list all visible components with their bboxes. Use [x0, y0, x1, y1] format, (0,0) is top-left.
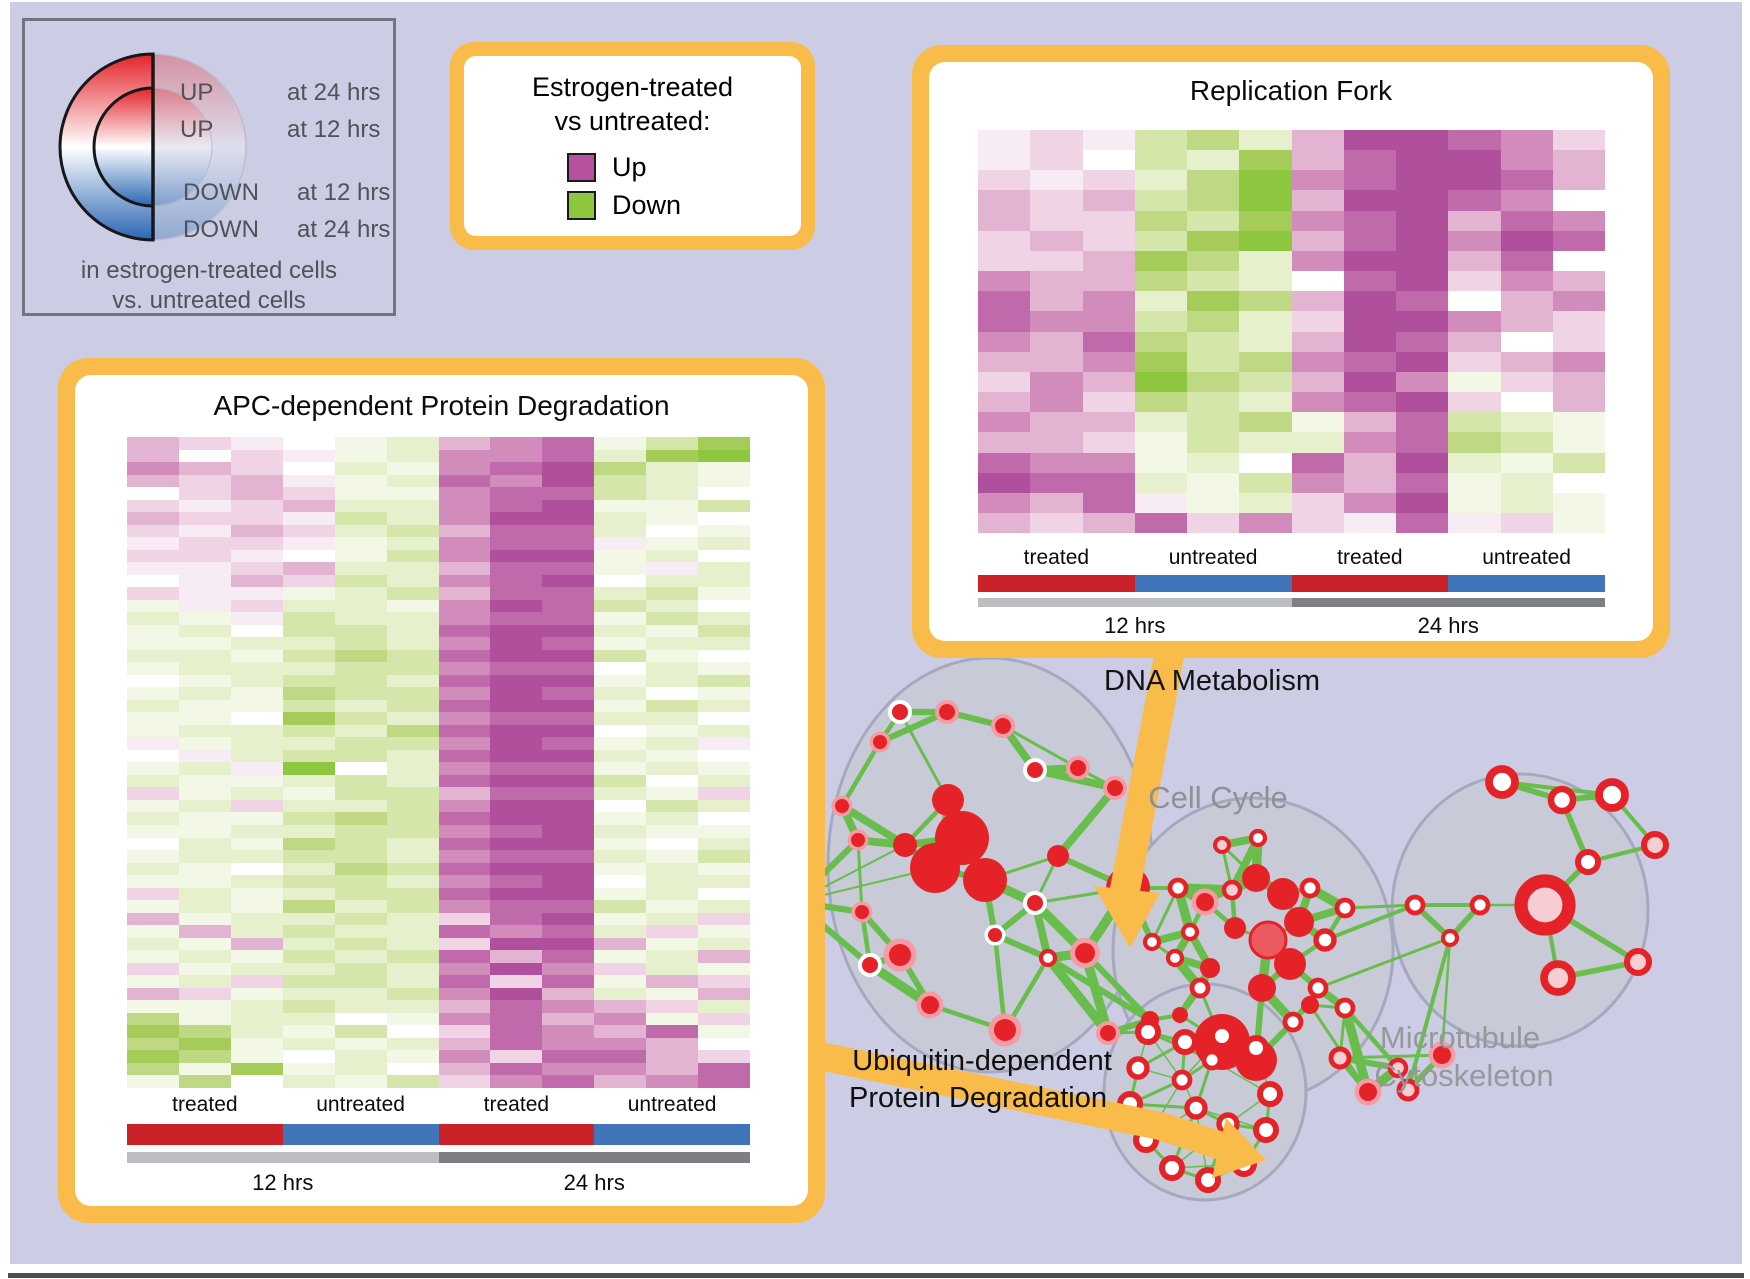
- apc-panel-title: APC-dependent Protein Degradation: [213, 390, 670, 421]
- apc-group-treated-12: treated: [172, 1093, 238, 1116]
- estrogen-color-legend: Estrogen-treated vs untreated: Up Down: [450, 42, 815, 250]
- figure-bottom-rule: [8, 1273, 1744, 1278]
- apc-time-24hrs: 24 hrs: [563, 1170, 625, 1195]
- up-swatch-label: Up: [612, 152, 647, 182]
- cluster-label-microtubule: Microtubule: [1379, 1020, 1541, 1056]
- rf-time-12hrs: 12 hrs: [1104, 613, 1166, 638]
- cluster-label-cell-cycle: Cell Cycle: [1148, 780, 1288, 816]
- up-12-time: at 12 hrs: [287, 116, 381, 143]
- up-12-label: UP: [180, 116, 214, 143]
- down-color-swatch: [567, 191, 596, 220]
- rf-group-treated-12: treated: [1023, 546, 1090, 569]
- up-24-label: UP: [180, 79, 214, 106]
- down-swatch-label: Down: [612, 190, 682, 220]
- apc-time-bar: [127, 1152, 750, 1163]
- estrogen-legend-title-line1: Estrogen-treated: [531, 72, 734, 102]
- down-12-time: at 12 hrs: [297, 179, 391, 206]
- cluster-label-ubiquitin-line1: Ubiquitin-dependent: [852, 1044, 1112, 1077]
- apc-heatmap-panel: APC-dependent Protein Degradation treate…: [58, 358, 825, 1223]
- apc-group-treated-24: treated: [483, 1093, 550, 1116]
- apc-group-untreated-24: untreated: [627, 1093, 717, 1116]
- replication-group-labels: treated untreated treated untreated: [978, 546, 1605, 570]
- replication-condition-bar: [978, 575, 1605, 592]
- apc-time-labels: 12 hrs 24 hrs: [127, 1170, 750, 1196]
- cluster-label-cytoskeleton: Cytoskeleton: [1374, 1058, 1554, 1094]
- replication-panel-title: Replication Fork: [1189, 75, 1393, 106]
- cluster-label-ubiquitin-line2: Protein Degradation: [849, 1081, 1107, 1114]
- down-24-time: at 24 hrs: [297, 216, 391, 243]
- apc-group-labels: treated untreated treated untreated: [127, 1093, 750, 1117]
- replication-heatmap: [978, 130, 1605, 534]
- down-12-label: DOWN: [183, 179, 259, 206]
- ring-color-legend: UP at 24 hrs UP at 12 hrs DOWN at 12 hrs…: [22, 18, 396, 316]
- down-24-label: DOWN: [183, 216, 259, 243]
- legend-footer-line1: in estrogen-treated cells: [80, 257, 338, 284]
- rf-group-treated-24: treated: [1337, 546, 1403, 569]
- up-color-swatch: [567, 153, 596, 182]
- up-24-time: at 24 hrs: [287, 79, 381, 106]
- apc-time-12hrs: 12 hrs: [252, 1170, 314, 1195]
- rf-group-untreated-24: untreated: [1482, 546, 1571, 569]
- replication-time-bar: [978, 598, 1605, 607]
- apc-heatmap: [127, 437, 751, 1088]
- ghost-inner-half: [152, 87, 213, 207]
- rf-time-24hrs: 24 hrs: [1417, 613, 1479, 638]
- replication-time-labels: 12 hrs 24 hrs: [978, 613, 1605, 639]
- apc-group-untreated-12: untreated: [316, 1093, 405, 1116]
- legend-footer-line2: vs. untreated cells: [112, 287, 306, 314]
- rf-group-untreated-12: untreated: [1168, 546, 1258, 569]
- estrogen-legend-title-line2: vs untreated:: [554, 106, 711, 136]
- estrogen-legend-card: Estrogen-treated vs untreated: Up Down: [464, 56, 801, 236]
- cluster-label-dna-metabolism: DNA Metabolism: [1104, 664, 1320, 697]
- inner-ring-12h: [92, 86, 155, 208]
- apc-condition-bar: [127, 1124, 750, 1145]
- up-down-ring-diagram: [58, 52, 247, 242]
- replication-fork-panel: Replication Fork treated untreated treat…: [912, 45, 1670, 658]
